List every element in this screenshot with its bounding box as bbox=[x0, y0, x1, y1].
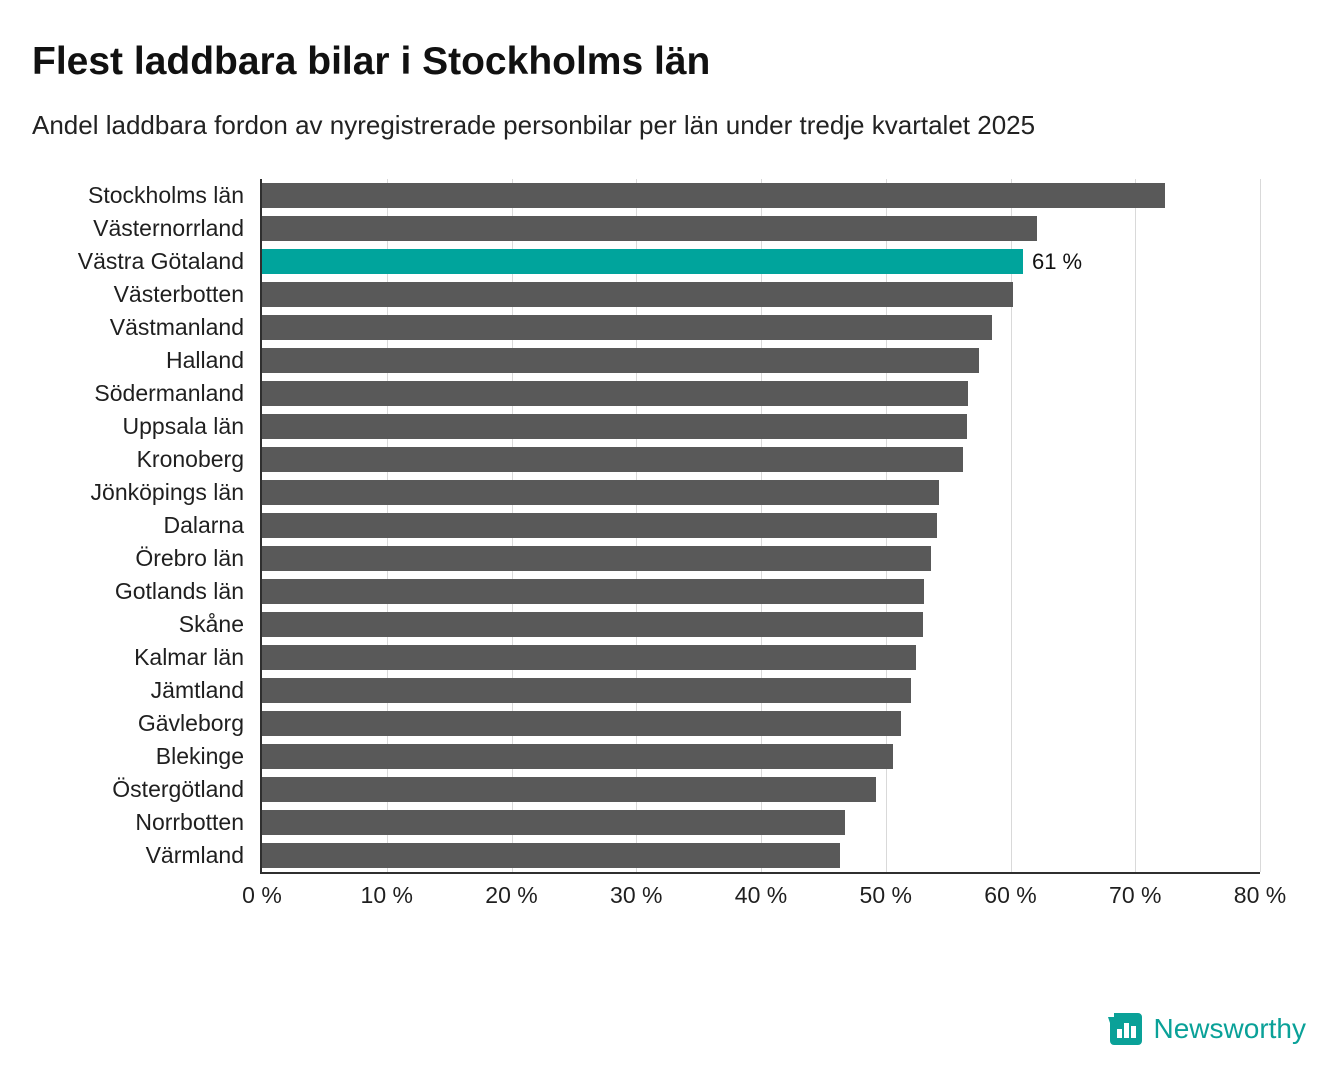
plot-area: 61 % 0 % 10 % 20 % 30 % 40 % 50 % 60 % 70 % 80 % bbox=[242, 179, 1286, 908]
bar bbox=[262, 480, 940, 505]
category-label: Kronoberg bbox=[136, 446, 244, 472]
bar bbox=[262, 645, 916, 670]
bar-container: 61 % bbox=[262, 179, 1260, 872]
bar-row bbox=[262, 377, 1260, 410]
bar bbox=[262, 447, 964, 472]
category-label: Västerbotten bbox=[113, 281, 244, 307]
brand-name: Newsworthy bbox=[1153, 1013, 1306, 1044]
page-title: Flest laddbara bilar i Stockholms län bbox=[32, 40, 711, 83]
category-label: Kalmar län bbox=[134, 644, 244, 670]
bar-row bbox=[262, 509, 1260, 542]
gridline bbox=[1260, 179, 1261, 872]
gridline bbox=[1135, 179, 1137, 872]
bar-row bbox=[262, 542, 1260, 575]
chart-page: Flest laddbara bilar i Stockholms län An… bbox=[32, 40, 1286, 908]
bar bbox=[262, 414, 967, 439]
bar bbox=[262, 843, 840, 868]
bar bbox=[262, 678, 911, 703]
bar bbox=[262, 216, 1037, 241]
bar-row bbox=[262, 839, 1260, 872]
category-label: Norrbotten bbox=[135, 809, 244, 835]
x-tick-label: 30 % bbox=[610, 882, 663, 908]
bar-row bbox=[262, 674, 1260, 707]
bar bbox=[262, 579, 925, 604]
bar-row bbox=[262, 212, 1260, 245]
category-label: Blekinge bbox=[155, 743, 244, 769]
bar bbox=[262, 711, 901, 736]
bar bbox=[262, 612, 924, 637]
category-label: Gävleborg bbox=[137, 710, 244, 736]
x-tick-label: 20 % bbox=[485, 882, 538, 908]
bar-row bbox=[262, 773, 1260, 806]
bar-row bbox=[262, 311, 1260, 344]
bar-row bbox=[262, 806, 1260, 839]
bar-chart-bubble-icon bbox=[1107, 1013, 1142, 1045]
bar-row bbox=[262, 575, 1260, 608]
bar bbox=[262, 777, 876, 802]
gridline bbox=[1010, 179, 1012, 872]
bar-row bbox=[262, 443, 1260, 476]
bar bbox=[262, 810, 845, 835]
bar bbox=[262, 348, 980, 373]
category-label: Skåne bbox=[178, 611, 244, 637]
category-label: Södermanland bbox=[94, 380, 244, 406]
category-label: Gotlands län bbox=[114, 578, 244, 604]
x-tick-label: 70 % bbox=[1109, 882, 1162, 908]
category-label: Östergötland bbox=[112, 776, 244, 802]
bar-row bbox=[262, 179, 1260, 212]
highlight-value-label: 61 % bbox=[1031, 248, 1083, 274]
x-tick-label: 0 % bbox=[242, 882, 282, 908]
bar-row bbox=[262, 707, 1260, 740]
bar-row bbox=[262, 476, 1260, 509]
bar bbox=[262, 249, 1023, 274]
x-tick-label: 40 % bbox=[734, 882, 788, 908]
x-tick-label: 60 % bbox=[984, 882, 1037, 908]
category-label: Stockholms län bbox=[88, 182, 244, 208]
bar-row bbox=[262, 410, 1260, 443]
bar bbox=[262, 183, 1166, 208]
x-tick-label: 50 % bbox=[859, 882, 912, 908]
bar bbox=[262, 546, 931, 571]
x-tick-label: 80 % bbox=[1233, 882, 1287, 908]
bar-row bbox=[262, 608, 1260, 641]
bar-row bbox=[262, 641, 1260, 674]
bar-row bbox=[262, 740, 1260, 773]
category-label: Värmland bbox=[145, 842, 244, 868]
category-label: Västmanland bbox=[109, 314, 244, 340]
category-label: Örebro län bbox=[135, 545, 244, 571]
bar-chart: Stockholms län Västernorrland Västra Götal… bbox=[32, 179, 1286, 908]
category-labels: Stockholms län Västernorrland Västra Götal… bbox=[32, 179, 260, 874]
bar-row bbox=[262, 344, 1260, 377]
bar bbox=[262, 282, 1013, 307]
category-label: Jönköpings län bbox=[90, 479, 244, 505]
bar bbox=[262, 744, 894, 769]
category-label: Dalarna bbox=[163, 512, 244, 538]
bar-row bbox=[262, 278, 1260, 311]
bar bbox=[262, 381, 969, 406]
category-label: Västra Götaland bbox=[77, 248, 244, 274]
bar bbox=[262, 513, 937, 538]
category-label: Västernorrland bbox=[93, 215, 244, 241]
bar-row: 61 % bbox=[262, 245, 1260, 278]
category-label: Uppsala län bbox=[122, 413, 244, 439]
x-tick-label: 10 % bbox=[360, 882, 413, 908]
category-label: Halland bbox=[166, 347, 244, 373]
brand-footer: Newsworthy bbox=[1107, 1011, 1306, 1047]
bar bbox=[262, 315, 992, 340]
category-label: Jämtland bbox=[150, 677, 244, 703]
page-subtitle: Andel laddbara fordon av nyregistrerade … bbox=[32, 110, 1036, 140]
